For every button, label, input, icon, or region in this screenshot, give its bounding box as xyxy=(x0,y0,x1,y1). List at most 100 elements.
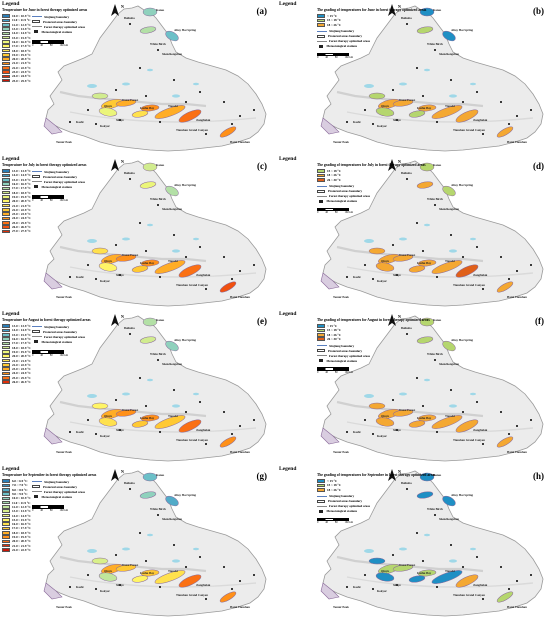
legend-class-label: 14.0 ~ 14.9 °C xyxy=(12,31,31,36)
legend-class-label: 22.0 ~ 22.9 °C xyxy=(12,362,31,367)
scale-tick-label: 80 xyxy=(49,43,53,47)
boundary-line-icon xyxy=(32,16,42,17)
legend-class: 18.0 ~ 18.9 °C xyxy=(2,190,31,195)
scale-tick-label: 160 km xyxy=(59,508,68,512)
legend-symbols: Xinjiang boundary Protected areas boundar… xyxy=(317,184,370,204)
meteorological-station xyxy=(396,429,398,431)
panel-label: (a) xyxy=(256,6,268,16)
scale-bar: 0 40 80 160 km xyxy=(32,505,68,512)
legend-swatch xyxy=(2,22,10,27)
legend-subtitle: Temperature for September in forest ther… xyxy=(2,473,97,477)
meteorological-station xyxy=(372,588,374,590)
legend-class-label: 23.0 ~ 23.9 °C xyxy=(12,212,31,217)
meteorological-station xyxy=(482,288,484,290)
meteorological-station xyxy=(406,178,408,180)
place-label-tianshan-grand-canyon: Tianshan Grand Canyon xyxy=(453,283,485,287)
meteorological-station xyxy=(434,204,436,206)
place-label-altay-hot-spring: Altay Hot Spring xyxy=(451,28,474,32)
forest-therapy-area xyxy=(375,262,395,272)
legend-swatch xyxy=(2,27,10,31)
place-label-altay-hot-spring: Altay Hot Spring xyxy=(451,338,474,342)
meteorological-station xyxy=(69,121,71,123)
forest-therapy-area xyxy=(455,109,479,123)
legend-class: 11.0 ~ 11.9 °C xyxy=(2,18,31,22)
meteorological-station xyxy=(508,588,510,590)
legend-class: 20.0 ~ 20.9 °C xyxy=(2,57,31,61)
meteorological-station xyxy=(129,333,131,335)
north-label: N xyxy=(121,314,124,319)
meteorological-station xyxy=(145,250,147,252)
place-label-jiangbulak: Jiangbulak xyxy=(473,428,488,432)
panel-label: (f) xyxy=(535,316,544,326)
legend-class: 24.0 ~ 24.9 °C xyxy=(2,216,31,220)
legend-swatch xyxy=(2,173,10,178)
meteorological-station xyxy=(516,580,518,582)
meteorological-station xyxy=(392,244,394,246)
legend-class: 25.0 ~ 25.9 °C xyxy=(2,78,31,83)
legend-class-label: 19.0 ~ 19.9 °C xyxy=(12,535,31,539)
scale-bar-graphic xyxy=(32,505,64,509)
legend-class: 25.0 ~ 25.9 °C xyxy=(2,221,31,225)
outline-box-icon xyxy=(317,499,325,504)
scale-tick-label: 40 xyxy=(325,56,329,60)
legend-class: 15 ~ 18 °C xyxy=(317,169,341,173)
legend-class: 17.0 ~ 17.9 °C xyxy=(2,44,31,48)
legend-class: 22.0 ~ 22.9 °C xyxy=(2,363,31,367)
legend-swatch xyxy=(2,195,10,199)
legend-class: 15.0 ~ 15.9 °C xyxy=(2,333,31,337)
place-label-qinyu: Qinyu xyxy=(104,569,113,573)
scale-tick-label: 0 xyxy=(32,508,34,512)
legend-swatch xyxy=(317,328,325,333)
legend-swatch xyxy=(2,526,10,531)
meteorological-station xyxy=(223,256,225,258)
legend-symbol-label: Protected areas boundary xyxy=(43,484,78,489)
place-label-altay-hot-spring: Altay Hot Spring xyxy=(174,338,197,342)
north-arrow-icon: N xyxy=(110,469,124,488)
legend-swatch xyxy=(317,337,325,341)
scale-tick-label: 160 km xyxy=(344,370,353,374)
meteorological-station xyxy=(500,101,502,103)
meteorological-station xyxy=(372,433,374,435)
scale-tick-label: 40 xyxy=(40,198,44,202)
legend-heading: Legend xyxy=(2,466,20,472)
legend-class: 16.0 ~ 16.9 °C xyxy=(2,182,31,186)
legend-subtitle: The grading of temperatures for July in … xyxy=(317,163,426,167)
place-label-kashi: Kashi xyxy=(353,430,361,434)
legend-symbol-label: Forest therapy optimized areas xyxy=(44,24,86,29)
legend-classes: 10.0 ~ 10.9 °C 11.0 ~ 11.9 °C 12.0 ~ 12.9 … xyxy=(2,14,31,83)
legend-symbol-label: Protected areas boundary xyxy=(328,499,363,504)
legend-swatch xyxy=(2,337,10,341)
map-panel-g: Kanas Baihaba Altay Hot Spring White Birch S… xyxy=(0,465,273,618)
place-label-luzhu-bay: Luzhu Bay xyxy=(417,416,432,420)
forest-area-symbol: Forest therapy optimized areas xyxy=(317,353,370,358)
legend-class-label: 19.0 ~ 19.9 °C xyxy=(12,349,31,354)
legend-symbol-label: Meteorological stations xyxy=(326,199,358,204)
legend-class: 26 ~ 30 °C xyxy=(317,337,341,341)
legend-class-label: 20.0 ~ 20.9 °C xyxy=(12,539,31,544)
north-label: N xyxy=(121,469,124,474)
meteorological-station xyxy=(436,121,438,123)
legend-class-label: 20.0 ~ 20.9 °C xyxy=(12,199,31,204)
forest-therapy-area xyxy=(417,414,437,422)
place-label-altay-hot-spring: Altay Hot Spring xyxy=(174,493,197,497)
meteorological-station xyxy=(436,586,438,588)
place-label-luzhu-bay: Luzhu Bay xyxy=(140,416,155,420)
meteorological-station xyxy=(406,488,408,490)
place-label-kashi: Kashi xyxy=(76,275,84,279)
scale-tick-label: 80 xyxy=(334,56,338,60)
legend-swatch xyxy=(317,14,325,18)
scale-tick-label: 40 xyxy=(325,521,329,525)
panel-label: (h) xyxy=(533,471,544,481)
xinjiang-boundary-symbol: Xinjiang boundary xyxy=(32,479,85,484)
meteorological-station xyxy=(450,234,452,236)
legend-class: 15 ~ 18 °C xyxy=(317,18,341,22)
protected-area-symbol: Protected areas boundary xyxy=(317,348,370,353)
place-label-kashi: Kashi xyxy=(353,120,361,124)
legend-class-label: 19.0 ~ 19.9 °C xyxy=(12,52,31,57)
legend-class-label: 18.0 ~ 18.9 °C xyxy=(12,530,31,535)
place-label-baihaba: Baihaba xyxy=(124,481,135,485)
meteorological-station xyxy=(173,234,175,236)
legend-class-label: 8.0 ~ 8.9 °C xyxy=(12,487,28,492)
meteorological-station xyxy=(159,276,161,278)
legend-class: 17.0 ~ 17.9 °C xyxy=(2,526,31,530)
